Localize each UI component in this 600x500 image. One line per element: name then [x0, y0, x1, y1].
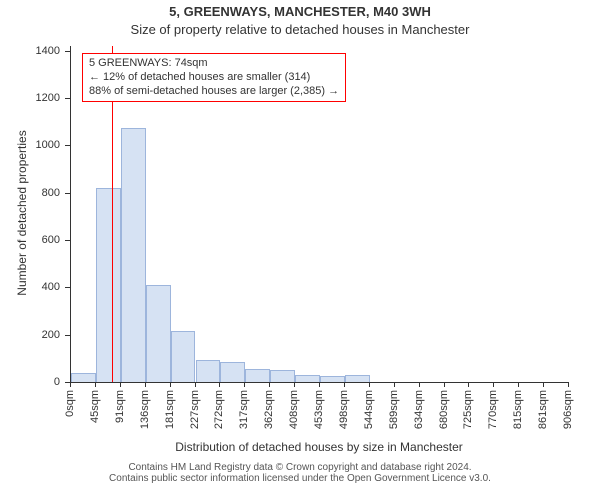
annotation-line1: 5 GREENWAYS: 74sqm [89, 57, 339, 71]
footer-line1: Contains HM Land Registry data © Crown c… [0, 462, 600, 473]
x-tick-mark [344, 382, 345, 387]
annotation-line3: 88% of semi-detached houses are larger (… [89, 85, 339, 99]
y-tick-label: 200 [0, 329, 60, 341]
x-tick-label: 680sqm [438, 390, 450, 429]
chart-title-line1: 5, GREENWAYS, MANCHESTER, M40 3WH [0, 4, 600, 19]
y-tick-label: 800 [0, 187, 60, 199]
y-tick-label: 1400 [0, 45, 60, 57]
histogram-bar [295, 375, 320, 382]
histogram-bar [196, 360, 221, 382]
x-tick-label: 181sqm [164, 390, 176, 429]
histogram-bar [171, 331, 196, 382]
x-tick-label: 45sqm [89, 390, 101, 423]
x-tick-label: 0sqm [64, 390, 76, 417]
x-tick-label: 589sqm [388, 390, 400, 429]
y-tick-label: 400 [0, 281, 60, 293]
x-tick-mark [468, 382, 469, 387]
histogram-bar [345, 375, 370, 382]
x-tick-mark [319, 382, 320, 387]
x-tick-mark [568, 382, 569, 387]
x-axis-label: Distribution of detached houses by size … [70, 440, 568, 454]
x-tick-label: 408sqm [288, 390, 300, 429]
x-tick-mark [493, 382, 494, 387]
footer: Contains HM Land Registry data © Crown c… [0, 462, 600, 484]
x-tick-label: 770sqm [487, 390, 499, 429]
x-tick-label: 906sqm [562, 390, 574, 429]
histogram-bar [71, 373, 96, 382]
histogram-bar [146, 285, 171, 382]
histogram-bar [96, 188, 121, 382]
y-tick-mark [65, 240, 70, 241]
x-tick-label: 136sqm [139, 390, 151, 429]
y-tick-label: 1000 [0, 139, 60, 151]
y-tick-mark [65, 287, 70, 288]
x-tick-mark [444, 382, 445, 387]
footer-line2: Contains public sector information licen… [0, 473, 600, 484]
x-tick-mark [369, 382, 370, 387]
x-tick-mark [219, 382, 220, 387]
y-tick-mark [65, 98, 70, 99]
x-tick-label: 725sqm [462, 390, 474, 429]
histogram-bar [320, 376, 345, 382]
x-tick-mark [269, 382, 270, 387]
x-tick-mark [95, 382, 96, 387]
x-tick-label: 861sqm [537, 390, 549, 429]
x-tick-mark [394, 382, 395, 387]
x-tick-label: 634sqm [413, 390, 425, 429]
y-tick-mark [65, 51, 70, 52]
x-tick-mark [195, 382, 196, 387]
x-tick-label: 272sqm [213, 390, 225, 429]
x-tick-label: 815sqm [512, 390, 524, 429]
histogram-bar [245, 369, 270, 382]
x-tick-mark [518, 382, 519, 387]
x-tick-mark [120, 382, 121, 387]
x-tick-mark [244, 382, 245, 387]
x-tick-mark [543, 382, 544, 387]
histogram-bar [220, 362, 245, 382]
annotation-box: 5 GREENWAYS: 74sqm ← 12% of detached hou… [82, 53, 346, 102]
x-tick-mark [170, 382, 171, 387]
y-tick-mark [65, 335, 70, 336]
y-tick-mark [65, 193, 70, 194]
x-tick-mark [70, 382, 71, 387]
x-tick-label: 544sqm [363, 390, 375, 429]
y-tick-label: 0 [0, 376, 60, 388]
x-tick-label: 227sqm [189, 390, 201, 429]
x-tick-label: 498sqm [338, 390, 350, 429]
chart-title-line2: Size of property relative to detached ho… [0, 22, 600, 37]
annotation-line2: ← 12% of detached houses are smaller (31… [89, 71, 339, 85]
histogram-bar [121, 128, 146, 382]
x-tick-label: 362sqm [263, 390, 275, 429]
histogram-bar [270, 370, 295, 382]
x-tick-label: 91sqm [114, 390, 126, 423]
x-tick-label: 453sqm [313, 390, 325, 429]
y-tick-label: 1200 [0, 92, 60, 104]
x-tick-mark [294, 382, 295, 387]
chart-container: 5, GREENWAYS, MANCHESTER, M40 3WH Size o… [0, 0, 600, 500]
y-tick-label: 600 [0, 234, 60, 246]
x-tick-mark [145, 382, 146, 387]
x-tick-label: 317sqm [238, 390, 250, 429]
x-tick-mark [419, 382, 420, 387]
y-tick-mark [65, 145, 70, 146]
